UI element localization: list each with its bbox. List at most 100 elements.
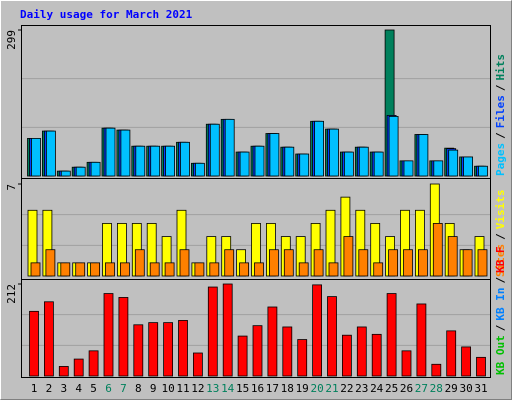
bar <box>58 366 69 377</box>
bar <box>207 286 218 377</box>
bar <box>73 358 84 377</box>
bar <box>239 151 250 177</box>
bar <box>388 116 399 177</box>
bar <box>120 129 131 177</box>
x-tick-label: 17 <box>266 382 279 395</box>
bar <box>284 146 295 177</box>
x-tick-label: 30 <box>459 382 472 395</box>
bar <box>209 262 220 277</box>
bar <box>433 160 444 177</box>
x-tick-label: 27 <box>415 382 428 395</box>
x-tick-label: 1 <box>31 382 38 395</box>
bar <box>179 249 190 277</box>
bar <box>388 249 399 277</box>
bar <box>448 149 459 177</box>
x-tick-label: 12 <box>191 382 204 395</box>
bar <box>222 283 233 377</box>
bar <box>403 249 413 277</box>
x-tick-label: 16 <box>251 382 264 395</box>
legend-separator: / <box>494 132 507 139</box>
legend: KB Out / KB In / KB F <box>494 246 507 375</box>
bar <box>327 296 337 377</box>
y-tick-label: 299 <box>5 30 18 50</box>
bar <box>135 145 146 177</box>
x-tick-label: 26 <box>400 382 413 395</box>
legend-separator: / <box>494 324 507 331</box>
bar <box>163 322 174 377</box>
bar <box>373 151 384 177</box>
bar <box>148 322 159 377</box>
x-tick-label: 23 <box>355 382 368 395</box>
bar <box>149 262 160 277</box>
bar <box>75 262 86 277</box>
bar <box>478 165 488 177</box>
bar <box>477 249 488 277</box>
x-tick-label: 9 <box>150 382 157 395</box>
bar <box>194 262 205 277</box>
x-tick-label: 24 <box>370 382 384 395</box>
bar <box>282 326 293 377</box>
bar <box>192 352 203 377</box>
bar <box>312 284 323 377</box>
legend-separator: / <box>494 277 507 284</box>
x-tick-label: 25 <box>385 382 398 395</box>
bar <box>358 146 369 177</box>
bar <box>417 249 428 277</box>
bar <box>60 170 71 177</box>
bar <box>314 120 325 177</box>
y-tick-label: 212 <box>5 284 18 304</box>
legend-entry: KB In <box>494 288 507 321</box>
bar <box>447 236 458 277</box>
plot-frame <box>21 25 491 378</box>
bar <box>386 293 397 377</box>
x-tick-label: 28 <box>430 382 443 395</box>
bar <box>329 128 339 177</box>
x-tick-label: 3 <box>60 382 67 395</box>
bar <box>90 262 100 277</box>
x-tick-label: 29 <box>445 382 458 395</box>
legend-entry: Hits <box>494 54 507 81</box>
x-tick-label: 21 <box>325 382 338 395</box>
bar <box>29 310 39 377</box>
bar <box>373 262 384 277</box>
legend-entry: Sites <box>494 244 507 277</box>
bar <box>401 350 412 377</box>
legend-entry: KB Out <box>494 335 507 375</box>
x-tick-label: 10 <box>161 382 174 395</box>
bar <box>194 162 205 177</box>
legend-separator: / <box>494 233 507 240</box>
x-tick-label: 15 <box>236 382 249 395</box>
x-tick-label: 5 <box>90 382 97 395</box>
bar <box>105 262 115 277</box>
x-tick-label: 11 <box>176 382 189 395</box>
x-tick-label: 13 <box>206 382 219 395</box>
bar <box>31 138 41 177</box>
bar <box>224 249 235 277</box>
bar <box>150 145 161 177</box>
bar <box>105 127 116 177</box>
legend-entry: Visits <box>494 190 507 230</box>
x-tick-label: 31 <box>474 382 487 395</box>
bar <box>75 166 86 177</box>
bar <box>45 249 56 277</box>
bar <box>44 301 54 377</box>
bar <box>328 262 339 277</box>
bar <box>313 249 324 277</box>
x-tick-label: 2 <box>46 382 53 395</box>
bar <box>118 297 129 377</box>
bar <box>446 330 457 377</box>
bar <box>30 262 41 277</box>
bar <box>178 320 188 377</box>
bar <box>403 160 414 177</box>
x-tick-label: 22 <box>340 382 353 395</box>
bar <box>299 153 310 177</box>
bar <box>237 335 248 377</box>
chart-title: Daily usage for March 2021 <box>20 8 193 21</box>
bar <box>103 293 114 377</box>
bar <box>239 262 250 277</box>
x-tick-label: 20 <box>310 382 323 395</box>
bar <box>343 151 354 177</box>
bar <box>120 262 130 277</box>
bar <box>224 118 235 177</box>
bar <box>180 141 190 177</box>
